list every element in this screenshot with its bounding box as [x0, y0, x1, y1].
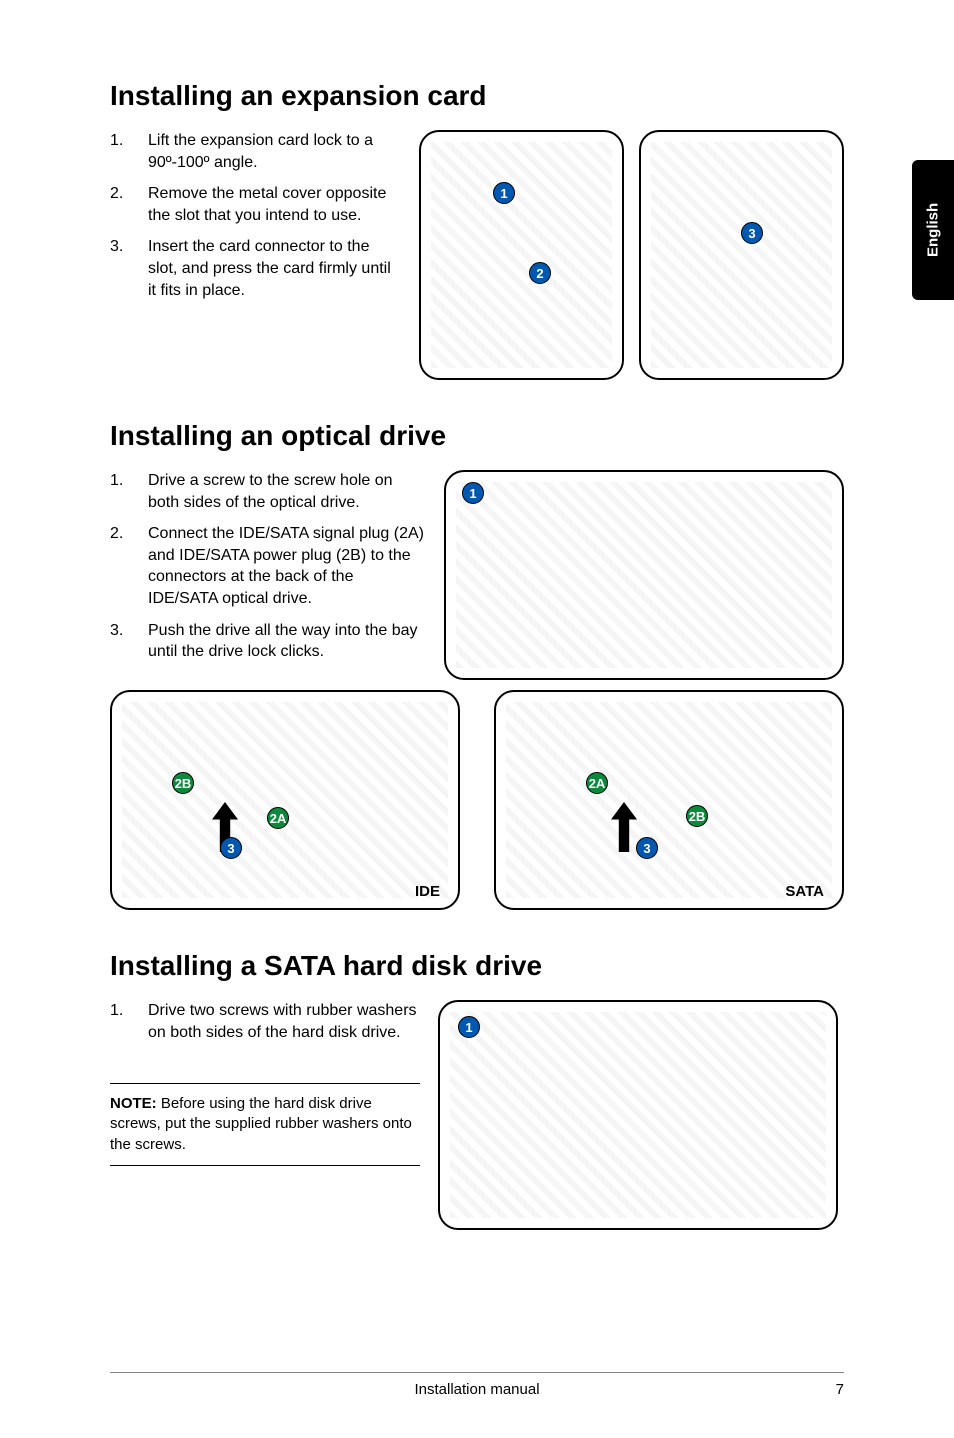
note-box: NOTE: Before using the hard disk drive s…	[110, 1083, 420, 1166]
section-sata-hdd: Installing a SATA hard disk drive 1.Driv…	[110, 950, 844, 1230]
callout-1: 1	[493, 182, 515, 204]
lineart-placeholder	[651, 142, 832, 368]
figure-expansion-1: 1 2	[419, 130, 624, 380]
step-num: 1.	[110, 1000, 148, 1043]
step-num: 2.	[110, 183, 148, 226]
lineart-placeholder	[431, 142, 612, 368]
step-text: Lift the expansion card lock to a 90º-10…	[148, 130, 401, 173]
figure-expansion-2: 3	[639, 130, 844, 380]
lineart-placeholder	[506, 702, 832, 898]
figure-label-ide: IDE	[415, 883, 440, 900]
heading-expansion: Installing an expansion card	[110, 80, 844, 112]
step-text: Drive two screws with rubber washers on …	[148, 1000, 420, 1043]
callout-3: 3	[741, 222, 763, 244]
figure-optical-top: 1	[444, 470, 844, 680]
figure-label-sata: SATA	[785, 883, 824, 900]
callout-1: 1	[462, 482, 484, 504]
figure-optical-sata: 2A 2B 3 SATA	[494, 690, 844, 910]
callout-2b: 2B	[172, 772, 194, 794]
callout-3: 3	[636, 837, 658, 859]
section-expansion-card: Installing an expansion card 1.Lift the …	[110, 80, 844, 380]
callout-2a: 2A	[267, 807, 289, 829]
step-num: 3.	[110, 620, 148, 663]
step-text: Remove the metal cover opposite the slot…	[148, 183, 401, 226]
step-text: Connect the IDE/SATA signal plug (2A) an…	[148, 523, 426, 609]
steps-sata-hdd: 1.Drive two screws with rubber washers o…	[110, 1000, 420, 1043]
footer-title: Installation manual	[414, 1381, 539, 1398]
callout-3: 3	[220, 837, 242, 859]
section-optical-drive: Installing an optical drive 1.Drive a sc…	[110, 420, 844, 910]
figure-optical-ide: 2B 2A 3 IDE	[110, 690, 460, 910]
step-num: 1.	[110, 470, 148, 513]
step-num: 2.	[110, 523, 148, 609]
heading-sata-hdd: Installing a SATA hard disk drive	[110, 950, 844, 982]
step-num: 1.	[110, 130, 148, 173]
note-label: NOTE:	[110, 1095, 157, 1112]
footer-page-number: 7	[836, 1381, 844, 1398]
figure-sata-hdd: 1	[438, 1000, 838, 1230]
page-footer: Installation manual 7	[110, 1372, 844, 1398]
lineart-placeholder	[122, 702, 448, 898]
step-num: 3.	[110, 236, 148, 301]
lineart-placeholder	[450, 1012, 826, 1218]
language-tab: English	[912, 160, 954, 300]
step-text: Push the drive all the way into the bay …	[148, 620, 426, 663]
callout-2a: 2A	[586, 772, 608, 794]
lineart-placeholder	[456, 482, 832, 668]
callout-2b: 2B	[686, 805, 708, 827]
steps-expansion: 1.Lift the expansion card lock to a 90º-…	[110, 130, 401, 301]
steps-optical: 1.Drive a screw to the screw hole on bot…	[110, 470, 426, 663]
step-text: Insert the card connector to the slot, a…	[148, 236, 401, 301]
heading-optical: Installing an optical drive	[110, 420, 844, 452]
callout-2: 2	[529, 262, 551, 284]
step-text: Drive a screw to the screw hole on both …	[148, 470, 426, 513]
callout-1: 1	[458, 1016, 480, 1038]
